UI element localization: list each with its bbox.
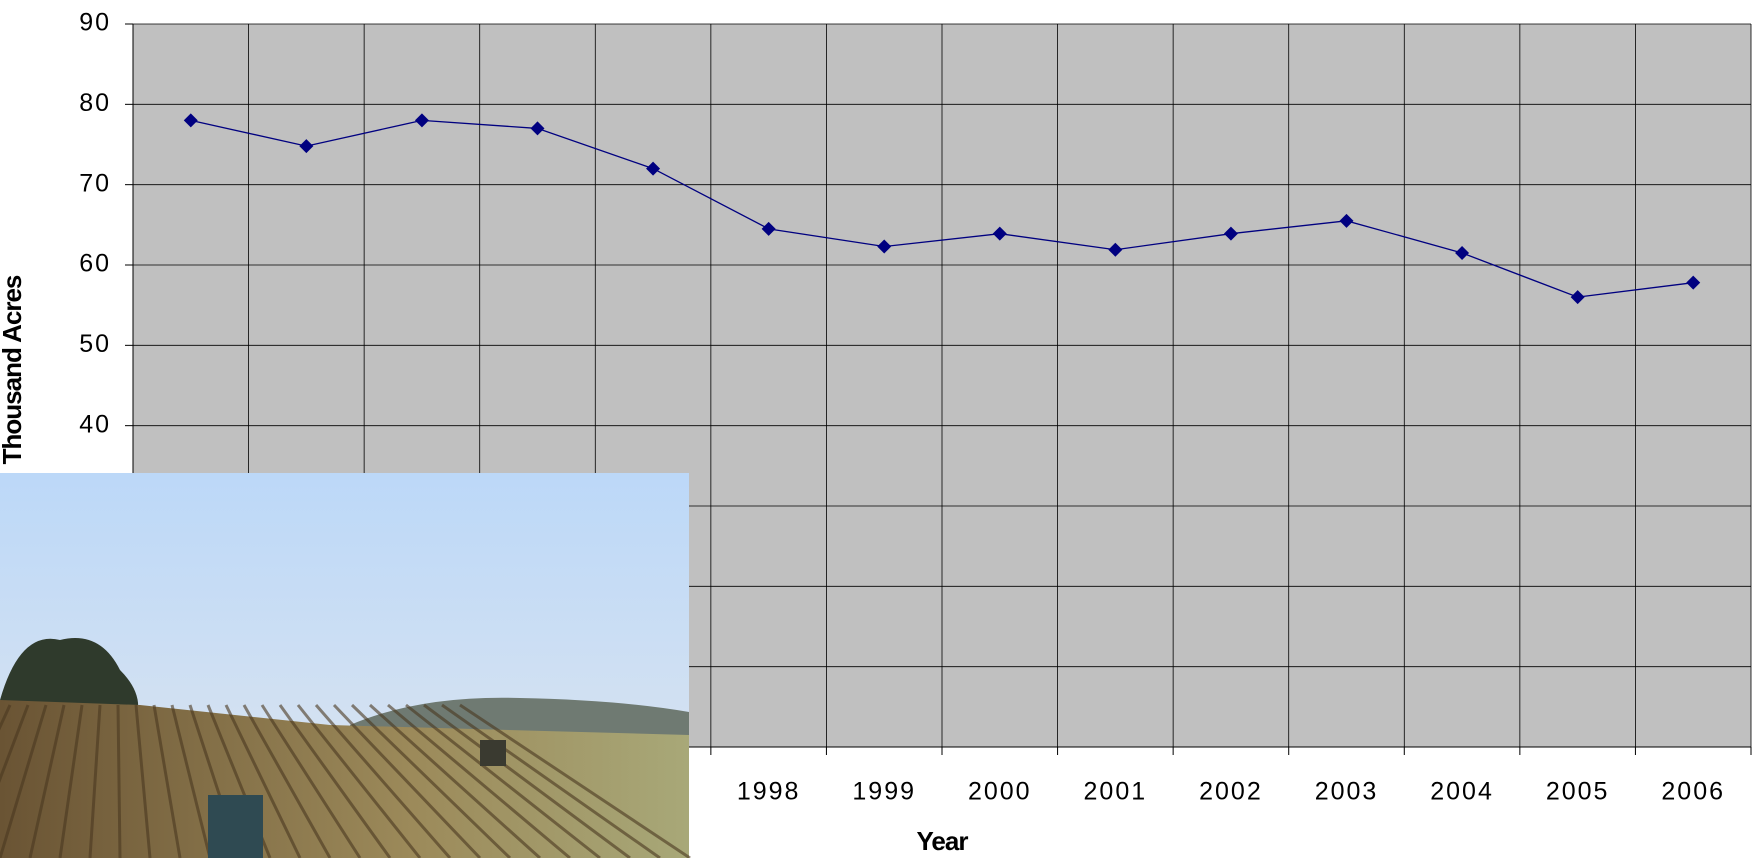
y-tick-label: 40 bbox=[79, 410, 111, 438]
x-axis-title: Year bbox=[917, 826, 969, 856]
x-tick-label: 2002 bbox=[1199, 778, 1263, 806]
chart: Thousand Acres Year 01020304050607080901… bbox=[0, 0, 1756, 858]
page: {"chart_data": {"type": "line", "y_label… bbox=[0, 0, 1756, 858]
x-tick-label: 2005 bbox=[1546, 778, 1610, 806]
tractor-far bbox=[480, 740, 506, 766]
tractor bbox=[208, 795, 263, 858]
y-tick-label: 70 bbox=[79, 169, 111, 197]
x-tick-label: 2004 bbox=[1430, 778, 1494, 806]
y-tick-label: 50 bbox=[79, 330, 111, 358]
x-tick-label: 1999 bbox=[852, 778, 916, 806]
photo bbox=[0, 473, 690, 858]
x-tick-label: 2001 bbox=[1084, 778, 1148, 806]
y-tick-label: 60 bbox=[79, 250, 111, 278]
y-tick-label: 90 bbox=[79, 9, 111, 37]
x-tick-label: 2000 bbox=[968, 778, 1032, 806]
x-tick-label: 2006 bbox=[1661, 778, 1725, 806]
y-axis-title: Thousand Acres bbox=[0, 275, 27, 464]
furrow bbox=[118, 705, 120, 858]
y-tick-label: 80 bbox=[79, 89, 111, 117]
x-tick-label: 1998 bbox=[737, 778, 801, 806]
x-tick-label: 2003 bbox=[1315, 778, 1379, 806]
